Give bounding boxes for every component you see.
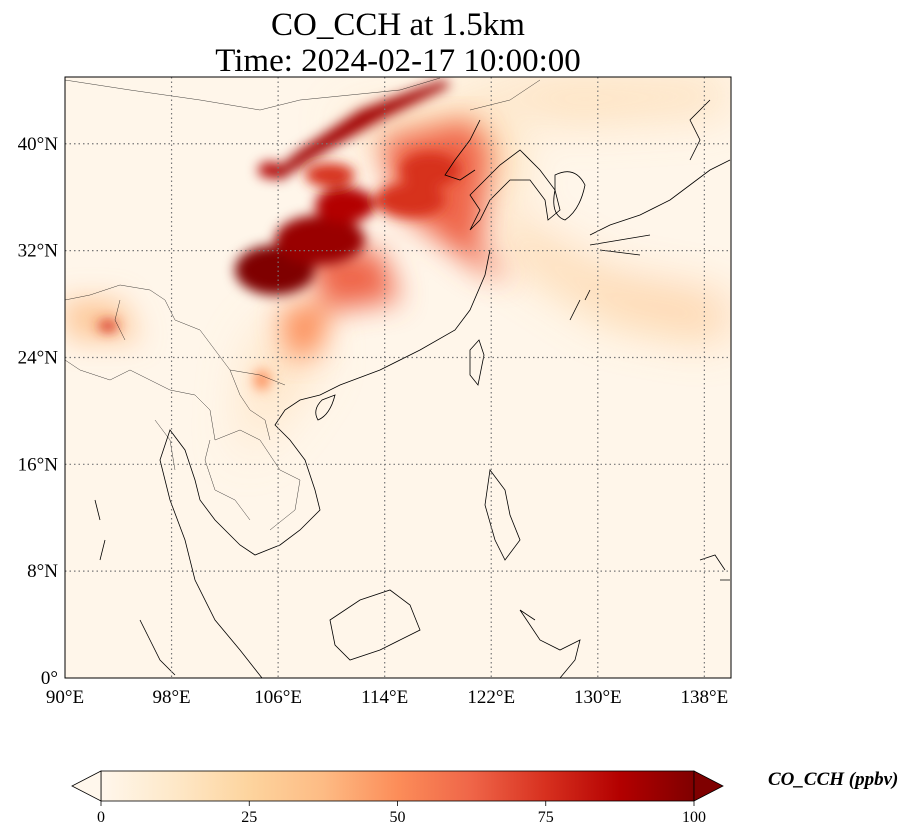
colorbar-tick-label: 0	[97, 809, 105, 826]
lon-tick-label: 106°E	[254, 687, 302, 708]
lat-tick-label: 32°N	[18, 241, 59, 262]
colorbar-max-extend-arrow	[693, 770, 724, 802]
lat-tick-label: 8°N	[27, 561, 58, 582]
colorbar-tick-label: 25	[241, 809, 257, 826]
country-borders	[65, 77, 541, 531]
coastlines	[94, 99, 731, 678]
lon-tick-label: 98°E	[152, 687, 190, 708]
lon-tick-label: 90°E	[46, 687, 84, 708]
lat-tick-label: 24°N	[18, 347, 59, 368]
colorbar-tick-label: 75	[538, 809, 554, 826]
longitude-axis: 90°E 98°E 106°E 114°E 122°E 130°E 138°E	[46, 687, 728, 708]
lon-tick-label: 122°E	[467, 687, 515, 708]
co-concentration-field	[65, 80, 730, 460]
colorbar-label: CO_CCH (ppbv)	[768, 769, 899, 790]
lon-tick-label: 114°E	[361, 687, 408, 708]
map-title-line1: CO_CCH at 1.5km	[271, 7, 525, 43]
lat-tick-label: 0°	[41, 668, 58, 689]
latitude-axis: 0° 8°N 16°N 24°N 32°N 40°N	[18, 134, 59, 689]
map-title-line2: Time: 2024-02-17 10:00:00	[215, 43, 581, 79]
colorbar: 0 25 50 75 100	[71, 770, 724, 826]
colorbar-tick-label: 100	[682, 809, 706, 826]
colorbar-ticks: 0 25 50 75 100	[97, 801, 706, 826]
lat-tick-label: 40°N	[18, 134, 59, 155]
lon-tick-label: 138°E	[681, 687, 729, 708]
lon-tick-label: 130°E	[574, 687, 622, 708]
gridlines	[65, 77, 731, 678]
colorbar-min-extend-arrow	[71, 770, 102, 802]
lat-tick-label: 16°N	[18, 454, 59, 475]
colorbar-body	[100, 770, 695, 802]
map-frame	[64, 76, 732, 679]
colorbar-tick-label: 50	[390, 809, 406, 826]
